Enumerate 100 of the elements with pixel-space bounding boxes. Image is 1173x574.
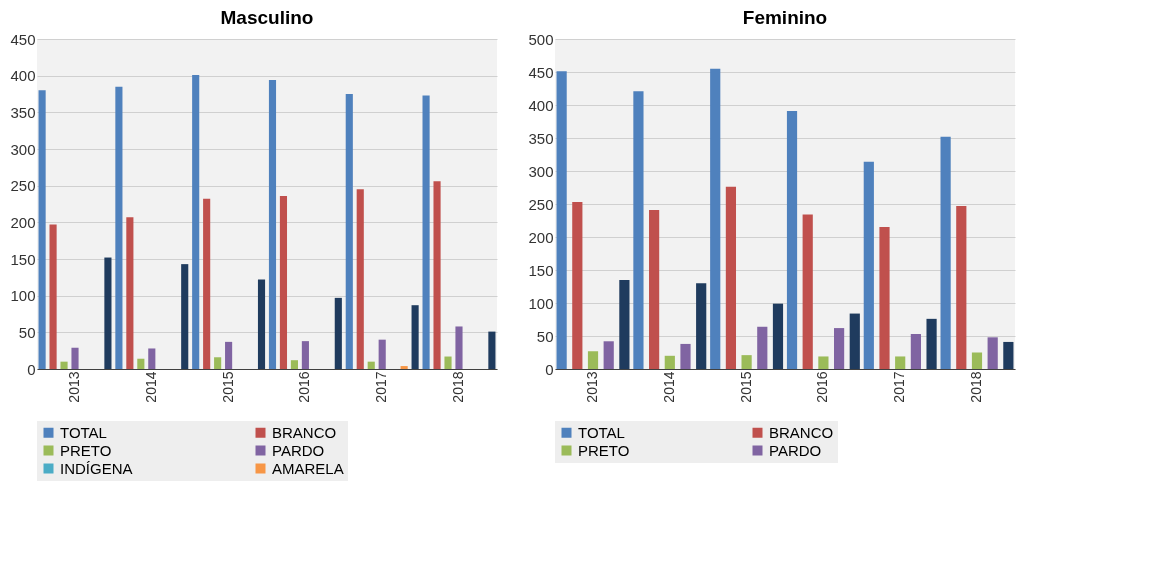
legend-label: TOTAL (60, 423, 107, 441)
bar (279, 195, 288, 369)
bar (879, 227, 890, 369)
x-tick-label: 2015 (219, 371, 236, 403)
y-tick-label: 200 (528, 228, 554, 246)
bar (71, 347, 79, 369)
y-tick-label: 0 (27, 360, 36, 378)
y-tick-label: 450 (10, 30, 36, 48)
bar (833, 328, 845, 369)
bar (38, 90, 46, 369)
y-tick-label: 200 (10, 213, 36, 231)
x-tick-label: 2017 (891, 371, 908, 403)
bar (680, 343, 691, 369)
bar (741, 355, 752, 369)
bar (433, 181, 441, 369)
bar (786, 110, 798, 369)
y-tick-label: 300 (528, 162, 554, 180)
bar (633, 91, 644, 369)
bar (225, 341, 233, 369)
y-tick-label: 350 (528, 129, 554, 147)
bar (696, 283, 707, 369)
bar (649, 209, 660, 369)
y-tick-label: 150 (528, 261, 554, 279)
bar (148, 348, 156, 369)
y-tick-label: 100 (10, 287, 36, 305)
y-tick-label: 450 (528, 63, 554, 81)
bar (849, 313, 860, 369)
bar (356, 189, 364, 369)
bar (895, 356, 906, 369)
bar (257, 279, 266, 369)
y-tick-label: 150 (10, 250, 36, 268)
y-tick-label: 400 (10, 67, 36, 85)
bar (137, 358, 145, 369)
x-tick-label: 2014 (660, 371, 677, 403)
bar (214, 357, 222, 369)
bar (772, 303, 784, 369)
bar (411, 305, 419, 369)
y-tick-label: 50 (536, 327, 554, 345)
y-tick-label: 400 (528, 96, 554, 114)
bar (268, 80, 277, 369)
x-tick-label: 2017 (373, 371, 390, 403)
x-tick-label: 2016 (814, 371, 831, 403)
y-tick-label: 350 (10, 103, 36, 121)
legend-label: INDÍGENA (60, 459, 133, 477)
bar (49, 224, 57, 369)
chart-title: Masculino (220, 7, 314, 28)
y-tick-label: 250 (528, 195, 554, 213)
legend-label: PARDO (272, 441, 325, 459)
bar (757, 326, 768, 369)
bar (60, 361, 68, 369)
bar (301, 341, 309, 369)
x-tick-label: 2013 (584, 371, 601, 403)
bar (444, 356, 452, 369)
bar (422, 95, 430, 369)
bar (1003, 341, 1014, 369)
bar (603, 341, 614, 369)
legend-label: BRANCO (272, 423, 337, 441)
legend-label: AMARELA (272, 459, 344, 477)
legend-label: PRETO (60, 441, 112, 459)
legend-label: PARDO (769, 441, 822, 459)
x-tick-label: 2018 (967, 371, 984, 403)
bar (910, 334, 921, 369)
legend-label: TOTAL (578, 423, 625, 441)
bar (956, 205, 967, 369)
bar (455, 326, 463, 369)
bar (725, 186, 737, 369)
bar (971, 352, 983, 369)
bar (126, 217, 134, 369)
y-tick-label: 0 (545, 360, 554, 378)
bar (104, 257, 112, 369)
bar (710, 68, 721, 369)
x-tick-label: 2015 (737, 371, 754, 403)
bar (192, 74, 200, 369)
bar (367, 361, 375, 369)
chart-title: Feminino (742, 7, 828, 28)
legend-label: PRETO (578, 441, 630, 459)
y-tick-label: 50 (18, 323, 36, 341)
legend-label: BRANCO (769, 423, 834, 441)
bar (488, 331, 496, 369)
x-tick-label: 2016 (296, 371, 313, 403)
x-tick-label: 2013 (66, 371, 83, 403)
bar (619, 279, 630, 369)
x-tick-label: 2014 (142, 371, 159, 403)
bar (926, 318, 937, 369)
y-tick-label: 300 (10, 140, 36, 158)
bar (940, 136, 951, 369)
bar (290, 360, 298, 369)
bar (818, 356, 829, 369)
bar (572, 202, 583, 369)
y-tick-label: 250 (10, 177, 36, 195)
y-tick-label: 100 (528, 294, 554, 312)
bar (987, 337, 998, 369)
x-tick-label: 2018 (449, 371, 466, 403)
bar (400, 366, 408, 369)
bar (181, 264, 189, 369)
bar (378, 339, 386, 369)
bar (863, 161, 874, 369)
bar (115, 86, 123, 369)
bar (556, 71, 567, 369)
bar (587, 351, 599, 369)
